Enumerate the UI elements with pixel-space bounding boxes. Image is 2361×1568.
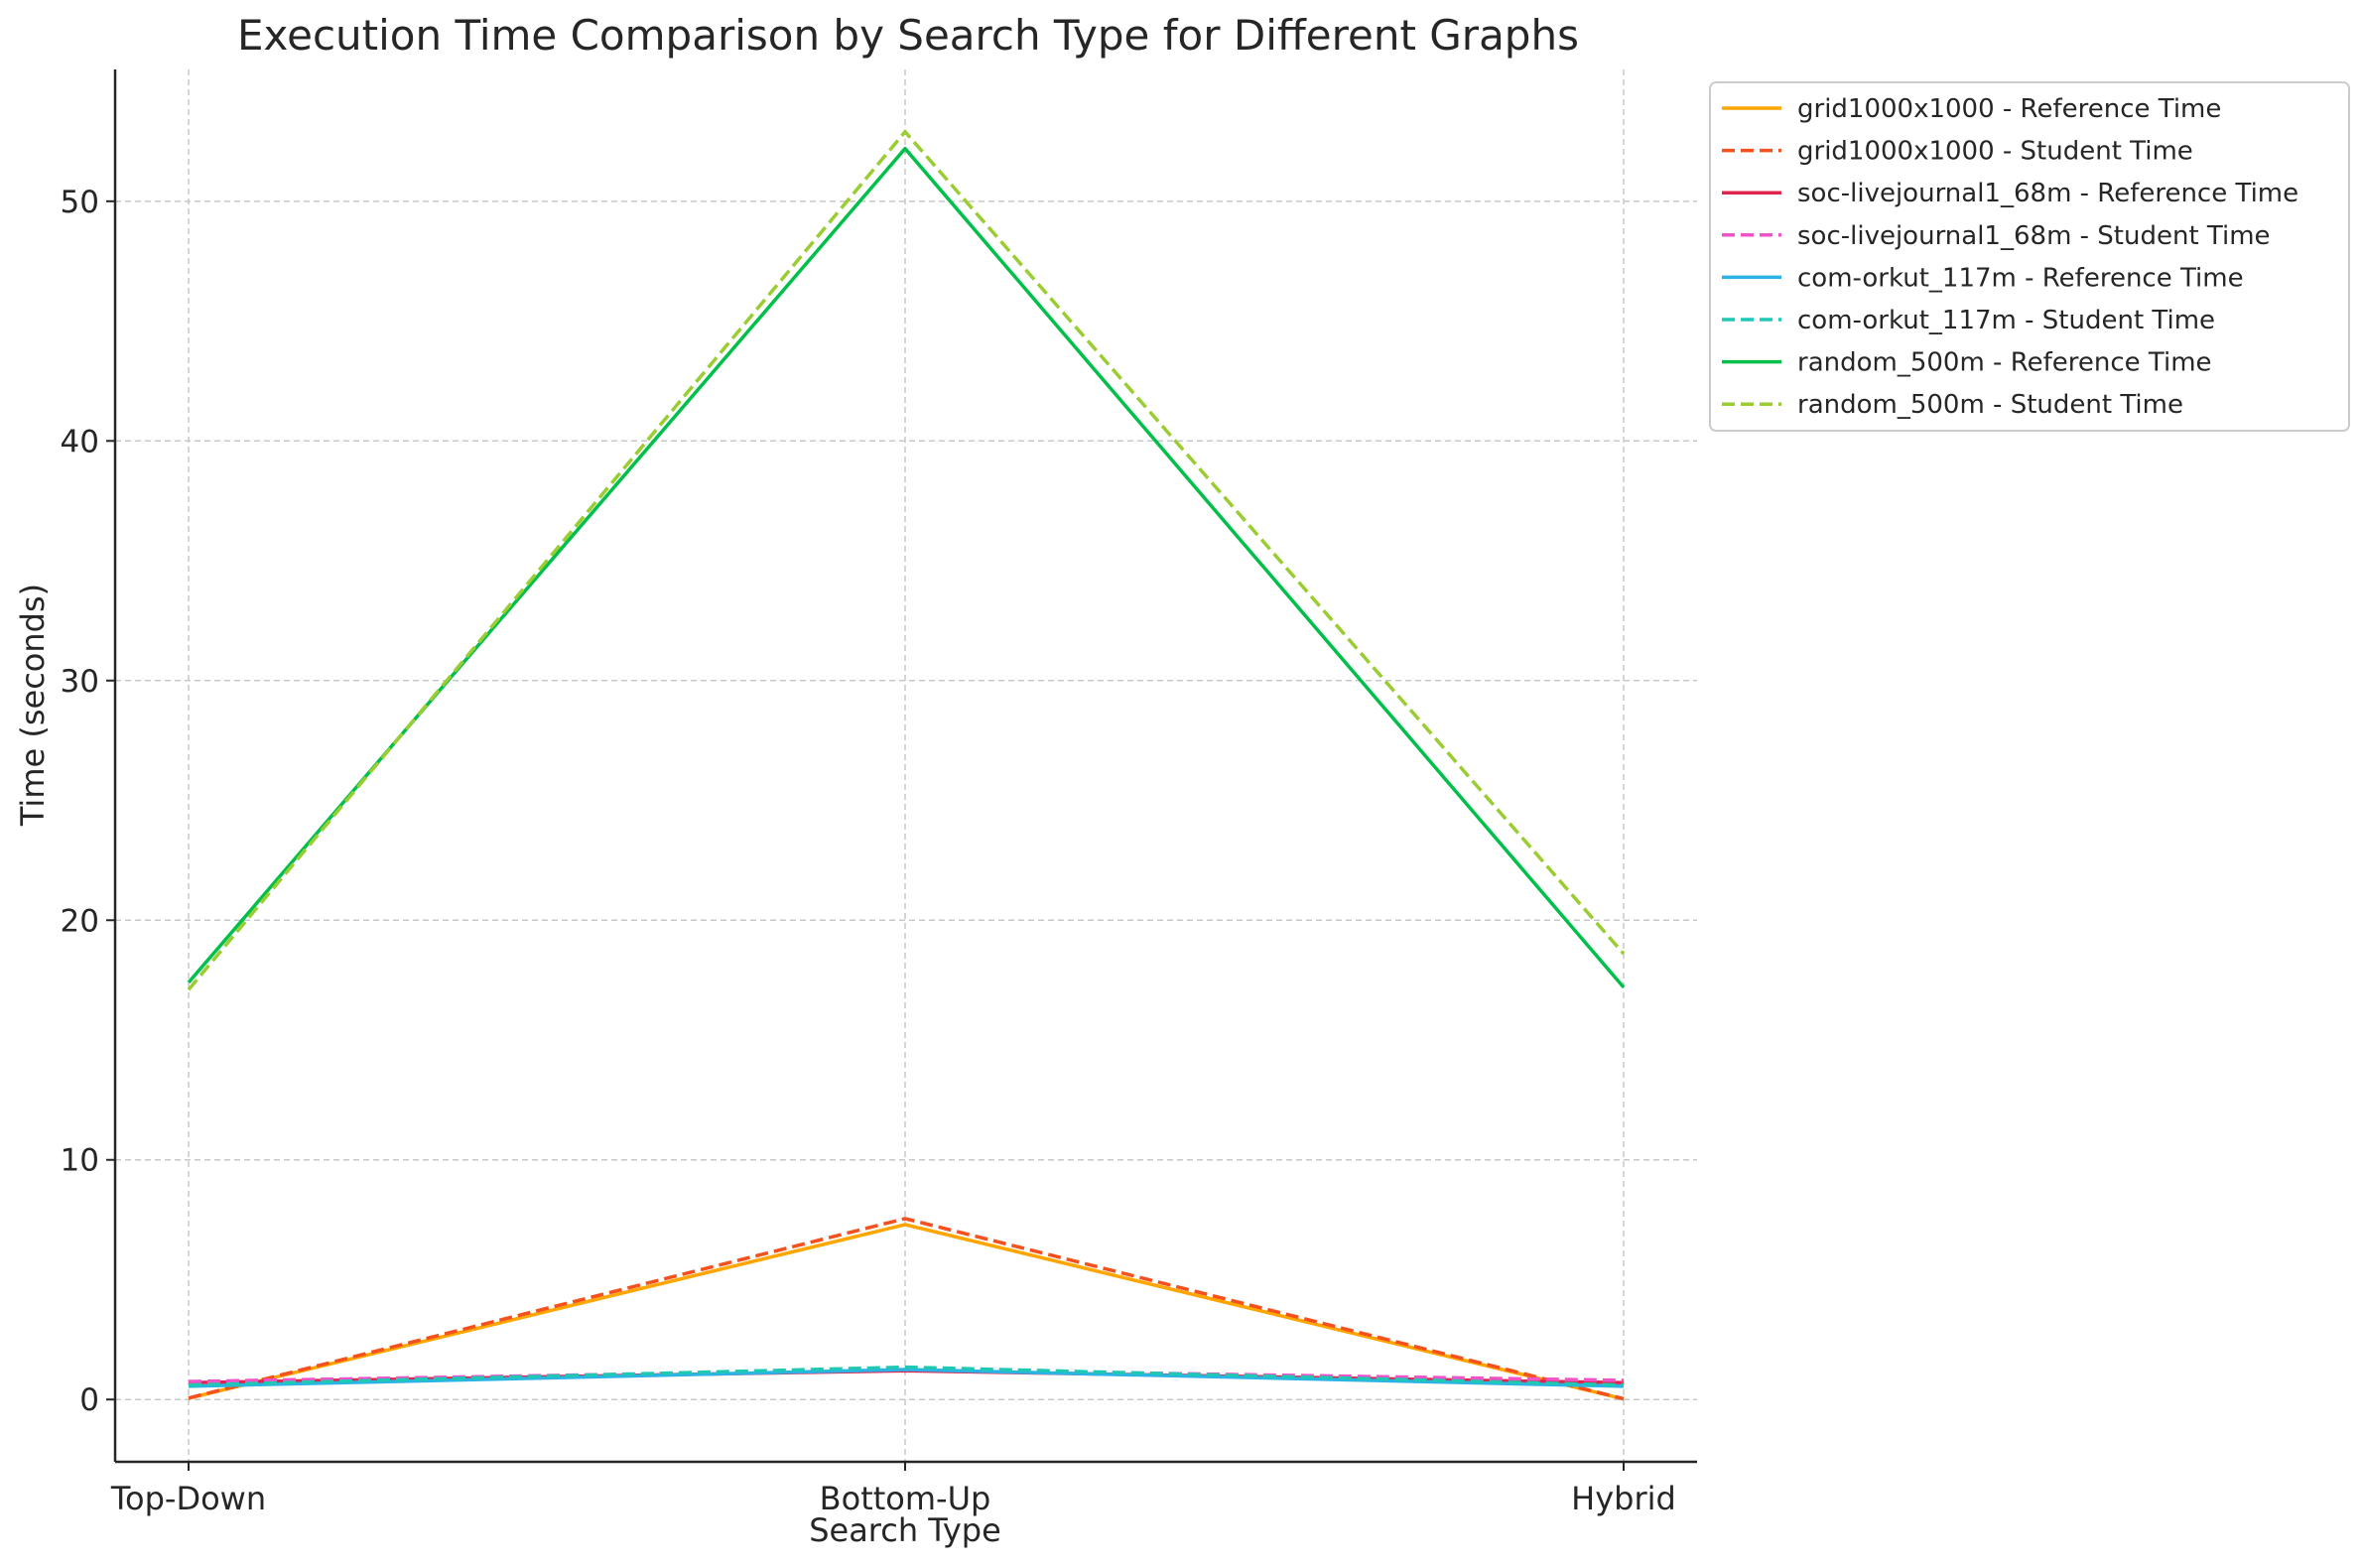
grid-lines (115, 69, 1697, 1462)
x-tick-label: Top-Down (110, 1480, 266, 1517)
legend-label: soc-livejournal1_68m - Reference Time (1797, 179, 2298, 208)
legend-label: grid1000x1000 - Student Time (1797, 137, 2193, 167)
series-line-8 (187, 130, 1626, 991)
x-tick-label: Hybrid (1571, 1480, 1676, 1517)
legend-label: grid1000x1000 - Reference Time (1797, 94, 2221, 124)
legend-label: random_500m - Reference Time (1797, 348, 2212, 378)
y-tick-label: 10 (61, 1143, 99, 1179)
legend-label: random_500m - Student Time (1797, 390, 2183, 420)
y-axis-label: Time (seconds) (14, 584, 52, 827)
y-tick-label: 40 (61, 424, 99, 459)
legend-frame (1709, 81, 2350, 432)
legend-label: com-orkut_117m - Student Time (1797, 306, 2215, 335)
y-tick-label: 30 (61, 664, 99, 700)
legend-label: soc-livejournal1_68m - Student Time (1797, 221, 2271, 251)
x-axis-label: Search Type (809, 1511, 1001, 1549)
series-line-2 (188, 1217, 1625, 1401)
axes (113, 69, 1697, 1464)
x-axis-ticks: Top-Down Bottom-Up Hybrid (110, 1462, 1676, 1517)
series-lines (187, 130, 1626, 1401)
chart-title: Execution Time Comparison by Search Type… (237, 11, 1579, 60)
y-axis-ticks: 0 10 20 30 40 50 (61, 185, 115, 1418)
series-line-1 (188, 1223, 1625, 1401)
x-tick-label: Bottom-Up (820, 1480, 991, 1517)
series-line-7 (187, 146, 1626, 989)
legend: grid1000x1000 - Reference Time grid1000x1… (1709, 81, 2350, 432)
y-tick-label: 0 (79, 1382, 99, 1418)
series-line-6 (188, 1365, 1625, 1387)
legend-label: com-orkut_117m - Reference Time (1797, 263, 2244, 293)
y-tick-label: 20 (61, 903, 99, 939)
y-tick-label: 50 (61, 185, 99, 220)
